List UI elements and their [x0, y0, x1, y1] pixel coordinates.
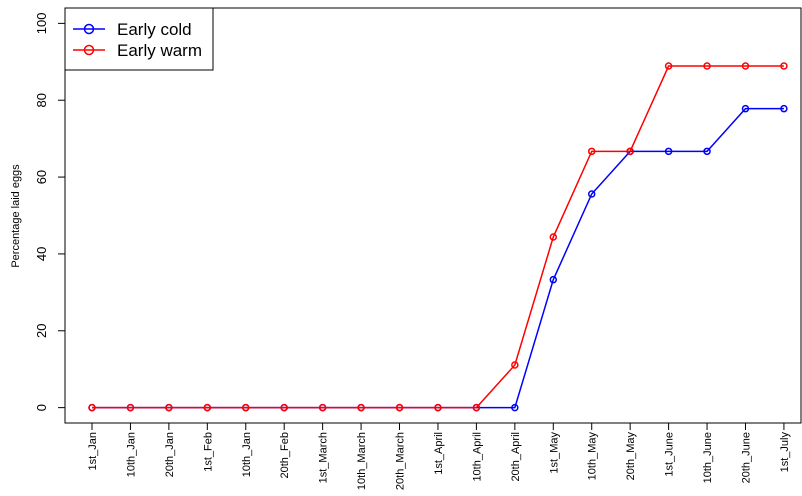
x-tick-label: 10th_June: [702, 432, 714, 483]
point: [511, 403, 519, 412]
point: [472, 403, 481, 412]
point: [549, 233, 558, 241]
point: [203, 403, 212, 412]
point: [664, 147, 673, 156]
point: [703, 147, 711, 156]
point: [741, 104, 750, 113]
x-tick-label: 20th_Feb: [279, 432, 291, 478]
point: [395, 403, 404, 412]
y-tick-label: 40: [34, 247, 49, 261]
x-tick-label: 10th_March: [356, 432, 368, 490]
y-tick-label: 60: [34, 170, 49, 184]
x-tick-label: 20th_Jan: [164, 432, 176, 477]
point: [126, 403, 135, 412]
y-tick-label: 20: [34, 324, 49, 338]
point: [318, 403, 327, 412]
x-tick-label: 10th_May: [587, 432, 599, 481]
point: [664, 62, 673, 70]
series-line: [92, 107, 784, 409]
x-tick-label: 1st_April: [433, 432, 445, 475]
legend-marker: [83, 23, 95, 35]
point: [88, 403, 96, 412]
point: [549, 275, 558, 284]
x-tick-label: 20th_May: [625, 432, 637, 481]
point: [780, 62, 788, 70]
series-line: [92, 65, 784, 409]
legend-marker: [83, 44, 95, 56]
point: [741, 62, 750, 70]
y-tick-label: 100: [34, 13, 49, 35]
point: [434, 403, 442, 412]
y-axis-label: Percentage laid eggs: [10, 164, 22, 268]
x-tick-label: 1st_Feb: [202, 432, 214, 472]
point: [511, 361, 519, 369]
legend-box: [64, 7, 214, 71]
x-tick-label: 10th_Jan: [125, 432, 137, 477]
point: [357, 403, 365, 412]
x-tick-label: 20th_June: [740, 432, 752, 483]
point: [280, 403, 288, 412]
x-tick-label: 1st_Jan: [87, 432, 99, 471]
x-tick-label: 1st_June: [664, 432, 676, 477]
point: [165, 403, 173, 412]
point: [587, 190, 596, 198]
legend-label: Early warm: [117, 41, 202, 60]
point: [587, 147, 596, 156]
y-tick-label: 0: [34, 404, 49, 411]
x-tick-label: 20th_March: [395, 432, 407, 490]
x-tick-label: 20th_April: [510, 432, 522, 482]
point: [780, 104, 788, 113]
point: [703, 62, 711, 70]
point: [626, 147, 634, 156]
x-tick-label: 1st_May: [548, 432, 560, 474]
x-tick-label: 10th_Jan: [241, 432, 253, 477]
point: [242, 403, 250, 412]
legend-label: Early cold: [117, 20, 192, 39]
x-tick-label: 1st_July: [779, 432, 791, 473]
y-tick-label: 80: [34, 93, 49, 107]
x-tick-label: 1st_March: [318, 432, 330, 483]
x-tick-label: 10th_April: [471, 432, 483, 482]
